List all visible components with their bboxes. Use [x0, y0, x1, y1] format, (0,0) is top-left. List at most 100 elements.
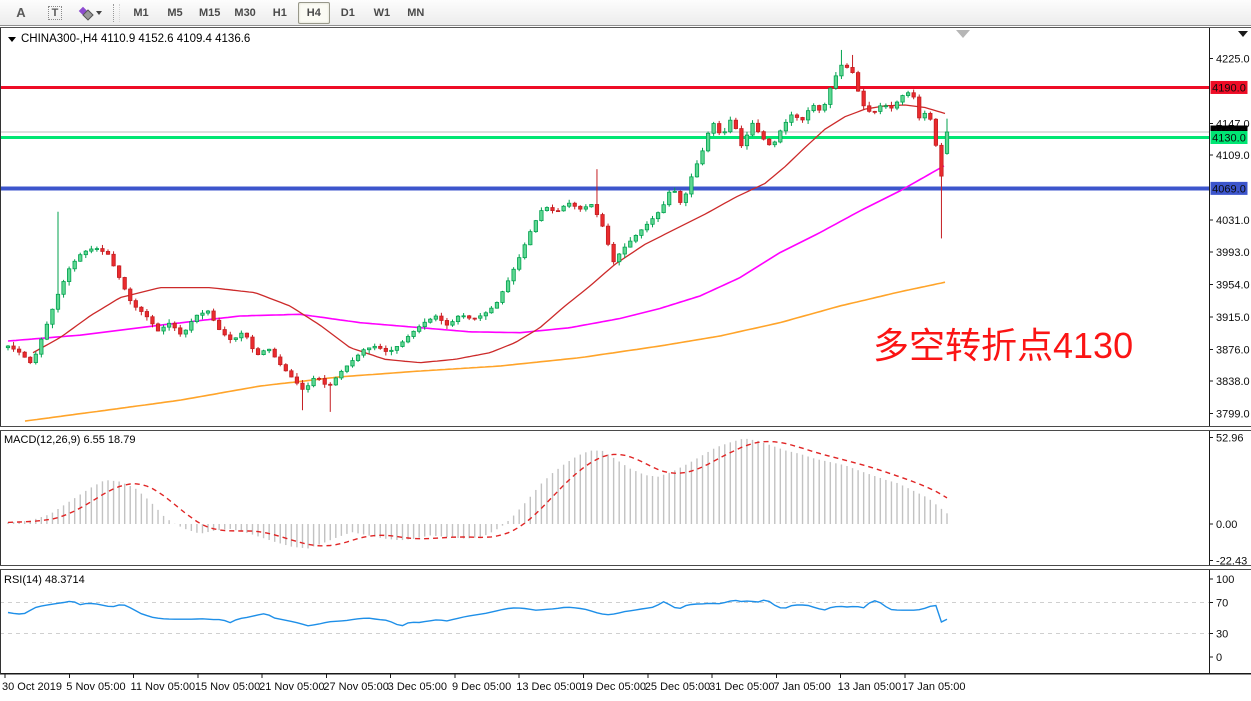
candle-body	[289, 370, 294, 378]
chart-shift-marker-icon[interactable]	[956, 30, 970, 38]
candle-body	[767, 138, 772, 146]
candle-body	[800, 117, 805, 121]
timeframe-button-M15[interactable]: M15	[199, 6, 221, 19]
rsi-line	[7, 599, 948, 627]
candle-body	[461, 315, 466, 318]
candle-body	[567, 202, 572, 207]
price-tick-label: 4109.0	[1216, 150, 1250, 162]
candle-body	[367, 347, 372, 351]
candle-body	[628, 240, 633, 248]
panel-splitter-rsi[interactable]	[0, 565, 1251, 570]
timeframe-button-MN[interactable]: MN	[407, 6, 425, 19]
candle-body	[278, 356, 283, 366]
candle-body	[217, 319, 222, 330]
candle-body	[244, 332, 250, 338]
candle-body	[11, 345, 16, 350]
date-label: 7 Jan 05:00	[773, 681, 831, 693]
candle-body	[78, 254, 83, 262]
timeframe-button-H1[interactable]: H1	[272, 6, 287, 19]
date-label: 19 Dec 05:00	[581, 681, 646, 693]
price-tick-label: 3915.0	[1216, 312, 1250, 324]
price-tick-label: 4031.0	[1216, 215, 1250, 227]
candle-body	[772, 141, 777, 146]
candle-body	[372, 345, 377, 349]
shapes-tool-button[interactable]	[73, 2, 108, 24]
candle-body	[72, 260, 77, 270]
candle-body	[755, 122, 761, 133]
level-badge-4190-label: 4190.0	[1212, 82, 1246, 94]
candle-body	[100, 248, 105, 252]
candle-body	[805, 110, 811, 121]
candle-body	[544, 207, 550, 211]
candle-body	[561, 205, 566, 212]
candle-body	[205, 310, 211, 314]
shapes-icon	[78, 6, 94, 21]
candle-body	[778, 130, 783, 143]
panel-splitter-macd[interactable]	[0, 426, 1251, 431]
candle-body	[194, 314, 200, 322]
candle-body	[439, 315, 444, 321]
chart-canvas[interactable]: 4225.04147.04109.04031.03993.03954.03915…	[0, 28, 1251, 696]
candle-body	[222, 329, 227, 336]
candle-body	[233, 337, 238, 340]
symbol-ohlc-text: CHINA300-,H4 4110.9 4152.6 4109.4 4136.6	[21, 33, 251, 45]
candle-body	[528, 231, 533, 246]
candle-body	[139, 306, 144, 312]
symbol-menu-icon[interactable]	[8, 36, 16, 42]
candle-body	[128, 288, 133, 302]
candle-body	[594, 204, 600, 215]
candle-body	[655, 212, 661, 220]
time-axis[interactable]	[0, 674, 1209, 696]
date-label: 17 Jan 05:00	[902, 681, 966, 693]
candle-body	[261, 350, 266, 356]
candle-body	[467, 315, 472, 319]
date-label: 25 Dec 05:00	[645, 681, 710, 693]
price-axis[interactable]	[1209, 28, 1251, 673]
candle-body	[44, 323, 49, 340]
candle-body	[111, 253, 116, 267]
rsi-tick-label: 0	[1216, 652, 1222, 664]
candle-body	[455, 315, 461, 323]
date-label: 13 Jan 05:00	[838, 681, 902, 693]
timeframe-button-W1[interactable]: W1	[373, 6, 391, 19]
candle-body	[94, 248, 99, 250]
candle-body	[844, 64, 850, 68]
date-label: 15 Nov 05:00	[195, 681, 260, 693]
candle-body	[389, 349, 394, 352]
candle-body	[883, 105, 888, 108]
candle-body	[494, 302, 500, 309]
candle-body	[361, 349, 366, 356]
candle-body	[317, 377, 322, 380]
candle-body	[500, 291, 505, 303]
candle-body	[294, 376, 300, 384]
candle-body	[305, 385, 311, 390]
candle-body	[789, 114, 794, 123]
candle-body	[944, 131, 950, 154]
candle-body	[811, 105, 816, 112]
candle-body	[650, 218, 655, 225]
candle-body	[855, 72, 861, 92]
label-tool-button[interactable]: A	[16, 5, 26, 20]
candle-body	[255, 348, 261, 356]
timeframe-button-H4[interactable]: H4	[297, 1, 330, 24]
rsi-tick-label: 70	[1216, 597, 1228, 609]
timeframe-button-M1[interactable]: M1	[133, 6, 149, 19]
candle-body	[300, 382, 305, 390]
candle-body	[794, 114, 800, 118]
text-tool-button[interactable]: T	[39, 2, 71, 24]
ma-line-red	[32, 104, 946, 364]
candle-body	[728, 119, 733, 133]
macd-tick-label: -22.43	[1216, 556, 1247, 568]
candle-body	[694, 163, 700, 178]
candle-body	[833, 75, 838, 89]
candle-body	[605, 225, 611, 245]
candle-body	[661, 204, 666, 214]
timeframe-button-D1[interactable]: D1	[340, 6, 355, 19]
timeframe-button-M5[interactable]: M5	[167, 6, 183, 19]
candle-body	[578, 205, 583, 210]
candle-body	[761, 131, 766, 140]
timeframe-button-M30[interactable]: M30	[234, 6, 256, 19]
chevron-down-icon	[96, 10, 102, 15]
candle-body	[683, 193, 688, 203]
macd-tick-label: 52.96	[1216, 433, 1244, 445]
